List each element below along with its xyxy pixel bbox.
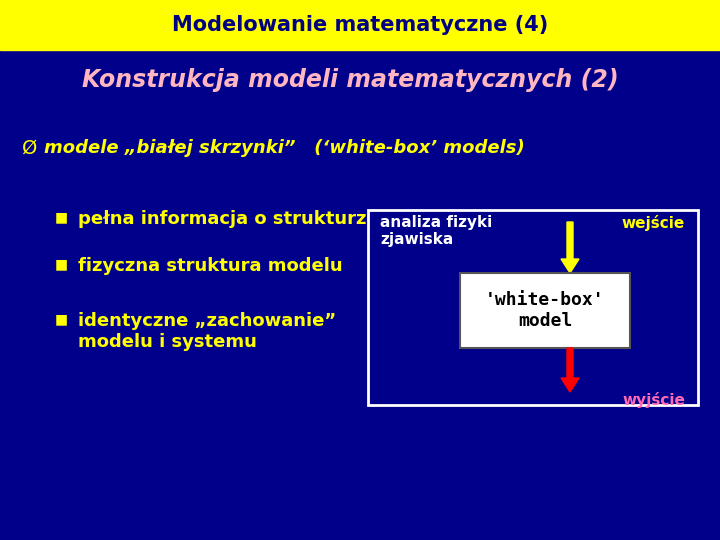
Bar: [460, 273, 630, 348]
Text: 'white-box'
model: 'white-box' model: [485, 291, 605, 330]
Text: wyjście: wyjście: [622, 392, 685, 408]
Text: ■: ■: [55, 312, 68, 326]
Text: fizyczna struktura modelu: fizyczna struktura modelu: [78, 257, 343, 275]
Text: Modelowanie matematyczne (4): Modelowanie matematyczne (4): [172, 15, 548, 35]
Text: ■: ■: [55, 210, 68, 224]
FancyArrow shape: [561, 222, 579, 273]
Bar: [368, 210, 698, 405]
Text: pełna informacja o strukturze systemu: pełna informacja o strukturze systemu: [78, 210, 470, 228]
Text: analiza fizyki
zjawiska: analiza fizyki zjawiska: [380, 215, 492, 247]
Text: Konstrukcja modeli matematycznych (2): Konstrukcja modeli matematycznych (2): [81, 68, 618, 92]
Text: ■: ■: [55, 257, 68, 271]
Text: Ø: Ø: [22, 138, 37, 158]
Text: wejście: wejście: [622, 215, 685, 231]
FancyArrow shape: [561, 348, 579, 392]
Text: modele „białej skrzynki”   (‘white-box’ models): modele „białej skrzynki” (‘white-box’ mo…: [44, 139, 525, 157]
Bar: [0, 0, 720, 50]
Text: identyczne „zachowanie”
modelu i systemu: identyczne „zachowanie” modelu i systemu: [78, 312, 336, 351]
